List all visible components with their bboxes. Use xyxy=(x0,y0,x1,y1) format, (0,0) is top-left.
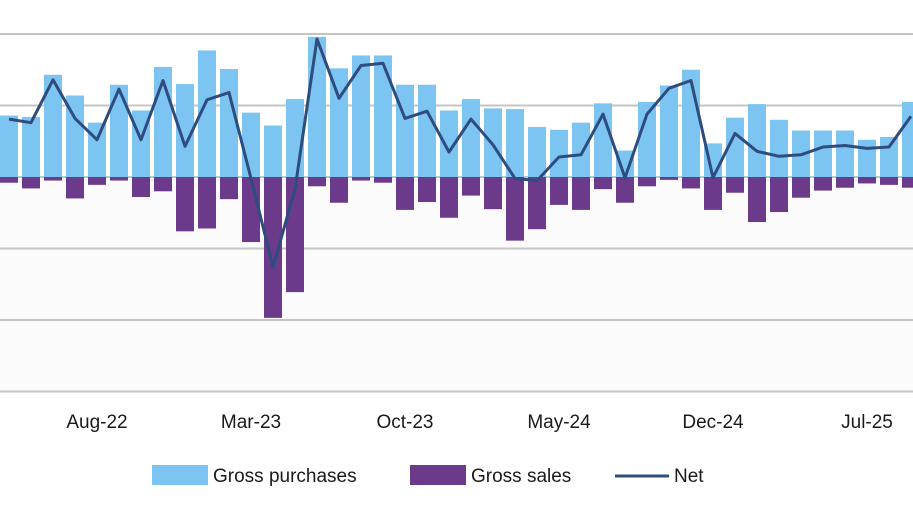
bar-gross-purchases xyxy=(836,130,854,177)
bar-gross-sales xyxy=(198,177,216,229)
x-tick-label: Aug-22 xyxy=(66,412,127,433)
bar-gross-sales xyxy=(814,177,832,191)
bar-gross-sales xyxy=(220,177,238,200)
bar-gross-purchases xyxy=(110,84,128,177)
net-line-group xyxy=(8,37,913,269)
bar-gross-sales xyxy=(572,177,590,210)
bar-gross-purchases xyxy=(550,129,568,177)
bar-gross-sales xyxy=(638,177,656,187)
bar-gross-sales xyxy=(462,177,480,196)
bar-gross-sales xyxy=(352,177,370,181)
bar-gross-purchases xyxy=(726,117,744,177)
bar-gross-sales xyxy=(308,177,326,187)
x-tick-label: Jul-25 xyxy=(841,412,893,433)
x-tick-label: May-24 xyxy=(527,412,591,433)
legend-swatch-gross-purchases xyxy=(152,465,208,485)
bar-gross-sales xyxy=(880,177,898,185)
x-axis-tick-labels: Aug-22 Mar-23 Oct-23 May-24 Dec-24 Jul-25 xyxy=(66,412,893,433)
bar-gross-sales xyxy=(594,177,612,190)
bar-gross-purchases xyxy=(242,112,260,177)
bar-gross-purchases xyxy=(748,104,766,177)
bar-gross-purchases xyxy=(506,109,524,177)
legend-swatch-gross-sales xyxy=(410,465,466,485)
x-tick-label: Mar-23 xyxy=(221,412,281,433)
bar-gross-sales xyxy=(132,177,150,198)
bar-gross-purchases xyxy=(814,130,832,177)
bar-gross-purchases xyxy=(440,110,458,177)
bar-gross-purchases xyxy=(198,50,216,177)
bar-gross-purchases xyxy=(220,69,238,177)
bar-gross-sales xyxy=(748,177,766,223)
legend: Gross purchases Gross sales Net xyxy=(152,465,704,487)
bar-gross-purchases xyxy=(0,115,18,177)
bar-gross-sales xyxy=(616,177,634,203)
bar-gross-sales xyxy=(660,177,678,180)
net-line xyxy=(8,37,913,269)
legend-label-gross-sales: Gross sales xyxy=(471,466,571,487)
x-tick-label: Oct-23 xyxy=(376,412,433,433)
bar-gross-purchases xyxy=(770,119,788,177)
bar-gross-purchases xyxy=(330,68,348,177)
bar-gross-purchases xyxy=(88,122,106,177)
bar-gross-purchases xyxy=(418,84,436,177)
bar-gross-sales xyxy=(418,177,436,203)
bar-gross-sales xyxy=(374,177,392,183)
bar-gross-purchases xyxy=(22,116,40,177)
bar-gross-purchases xyxy=(352,55,370,178)
bar-gross-sales xyxy=(836,177,854,188)
bar-gross-sales xyxy=(550,177,568,205)
bar-gross-purchases xyxy=(660,85,678,177)
legend-label-net: Net xyxy=(674,466,704,487)
bar-gross-purchases xyxy=(462,99,480,177)
bar-gross-sales xyxy=(792,177,810,198)
bar-gross-sales xyxy=(154,177,172,192)
bar-gross-sales xyxy=(726,177,744,193)
bar-gross-sales xyxy=(506,177,524,241)
bar-gross-purchases xyxy=(616,150,634,177)
bar-gross-sales xyxy=(440,177,458,218)
gross-sales-bars xyxy=(0,177,913,318)
bar-gross-sales xyxy=(330,177,348,203)
bar-gross-sales xyxy=(858,177,876,184)
bar-gross-sales xyxy=(902,177,913,188)
bar-gross-sales xyxy=(682,177,700,189)
x-tick-label: Dec-24 xyxy=(682,412,744,433)
bar-gross-sales xyxy=(88,177,106,185)
bar-gross-purchases xyxy=(638,101,656,177)
bar-gross-purchases xyxy=(880,136,898,177)
bar-gross-sales xyxy=(22,177,40,189)
bar-gross-purchases xyxy=(528,126,546,177)
bar-gross-purchases xyxy=(572,122,590,177)
bar-gross-sales xyxy=(66,177,84,199)
bar-gross-sales xyxy=(0,177,18,183)
bar-gross-sales xyxy=(264,177,282,318)
bar-gross-purchases xyxy=(374,55,392,178)
bar-gross-sales xyxy=(176,177,194,232)
bar-gross-purchases xyxy=(264,125,282,177)
bar-gross-sales xyxy=(110,177,128,181)
bar-gross-purchases xyxy=(176,84,194,177)
bar-gross-sales xyxy=(704,177,722,210)
legend-label-gross-purchases: Gross purchases xyxy=(213,466,357,487)
bar-gross-sales xyxy=(396,177,414,210)
bar-gross-sales xyxy=(770,177,788,213)
bar-gross-sales xyxy=(484,177,502,210)
bar-gross-sales xyxy=(528,177,546,230)
bar-gross-purchases xyxy=(66,95,84,177)
bar-gross-sales xyxy=(44,177,62,181)
bar-gross-purchases xyxy=(858,139,876,177)
bar-gross-purchases xyxy=(44,74,62,177)
bar-gross-purchases xyxy=(902,101,913,177)
